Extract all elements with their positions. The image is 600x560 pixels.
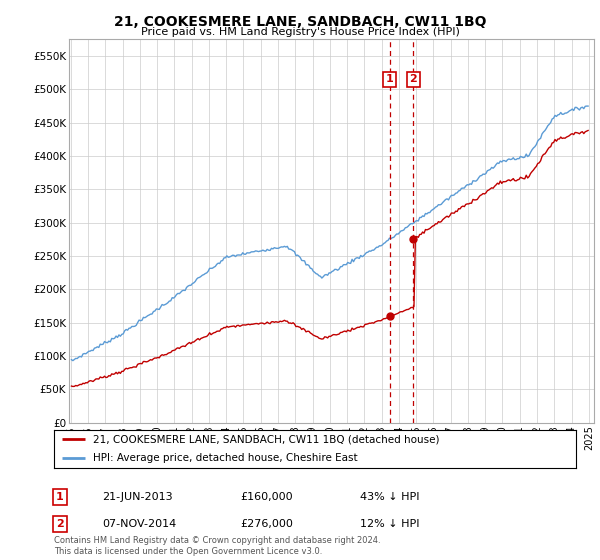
Text: 12% ↓ HPI: 12% ↓ HPI [360, 519, 419, 529]
Text: Price paid vs. HM Land Registry's House Price Index (HPI): Price paid vs. HM Land Registry's House … [140, 27, 460, 37]
Text: 43% ↓ HPI: 43% ↓ HPI [360, 492, 419, 502]
Text: £276,000: £276,000 [240, 519, 293, 529]
Text: 2: 2 [409, 74, 417, 85]
Text: 1: 1 [386, 74, 394, 85]
Text: £160,000: £160,000 [240, 492, 293, 502]
Text: Contains HM Land Registry data © Crown copyright and database right 2024.
This d: Contains HM Land Registry data © Crown c… [54, 536, 380, 556]
Text: 21, COOKESMERE LANE, SANDBACH, CW11 1BQ: 21, COOKESMERE LANE, SANDBACH, CW11 1BQ [114, 15, 486, 29]
Text: 1: 1 [56, 492, 64, 502]
Text: HPI: Average price, detached house, Cheshire East: HPI: Average price, detached house, Ches… [93, 453, 358, 463]
Text: 21, COOKESMERE LANE, SANDBACH, CW11 1BQ (detached house): 21, COOKESMERE LANE, SANDBACH, CW11 1BQ … [93, 434, 440, 444]
Text: 2: 2 [56, 519, 64, 529]
Text: 07-NOV-2014: 07-NOV-2014 [102, 519, 176, 529]
Text: 21-JUN-2013: 21-JUN-2013 [102, 492, 173, 502]
